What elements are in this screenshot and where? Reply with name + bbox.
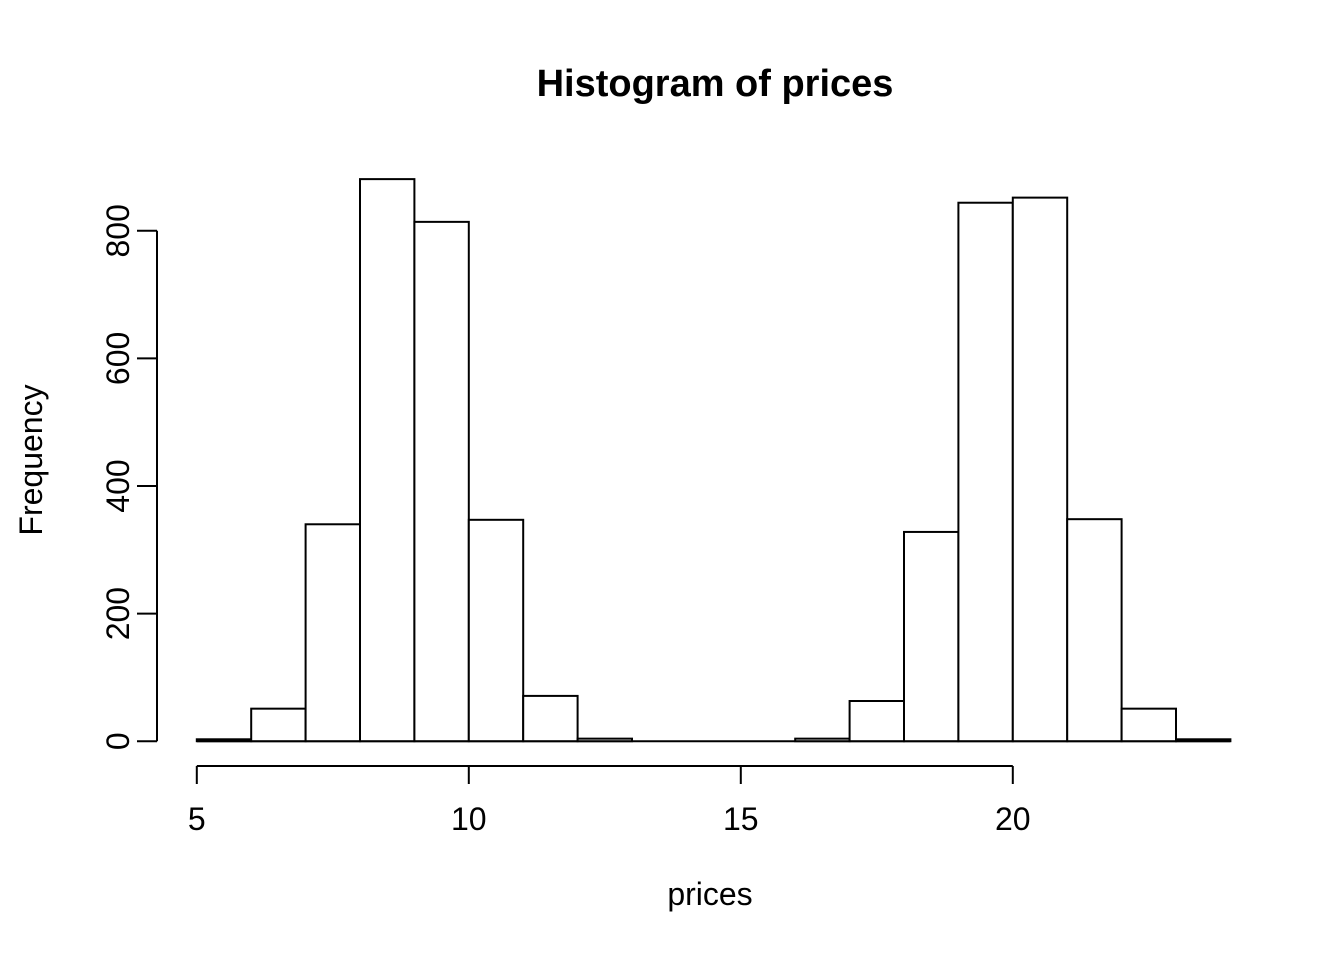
x-tick-label: 20 bbox=[995, 801, 1031, 837]
histogram-bar bbox=[304, 523, 362, 743]
y-axis: 0 200 400 600 800 bbox=[100, 204, 158, 750]
y-tick-label: 800 bbox=[100, 204, 136, 257]
histogram-bar bbox=[250, 707, 307, 743]
x-tick-label: 10 bbox=[451, 801, 487, 837]
x-tick-label: 5 bbox=[188, 801, 206, 837]
histogram-bar bbox=[1175, 738, 1232, 743]
histogram-bar bbox=[1066, 518, 1123, 743]
y-tick-label: 400 bbox=[100, 459, 136, 512]
y-tick-label: 200 bbox=[100, 587, 136, 640]
histogram-bar bbox=[576, 737, 633, 743]
histogram-bar bbox=[413, 220, 470, 743]
histogram-bar bbox=[1011, 196, 1069, 743]
x-tick-label: 15 bbox=[723, 801, 759, 837]
y-tick-label: 600 bbox=[100, 332, 136, 385]
bars-group bbox=[195, 178, 1232, 743]
histogram-bar bbox=[903, 530, 960, 743]
histogram-bar bbox=[848, 700, 905, 743]
histogram-bar bbox=[794, 737, 851, 743]
x-axis: 5 10 15 20 bbox=[188, 765, 1031, 837]
chart-title: Histogram of prices bbox=[537, 63, 894, 105]
y-tick-label: 0 bbox=[100, 732, 136, 750]
histogram-bar bbox=[195, 738, 253, 743]
x-axis-title: prices bbox=[667, 876, 752, 912]
histogram-bar bbox=[359, 178, 416, 743]
histogram-bar bbox=[1120, 707, 1177, 743]
histogram-bar bbox=[522, 694, 579, 743]
histogram-bar bbox=[957, 201, 1014, 743]
y-axis-title: Frequency bbox=[13, 384, 49, 535]
histogram-bar bbox=[467, 518, 525, 743]
